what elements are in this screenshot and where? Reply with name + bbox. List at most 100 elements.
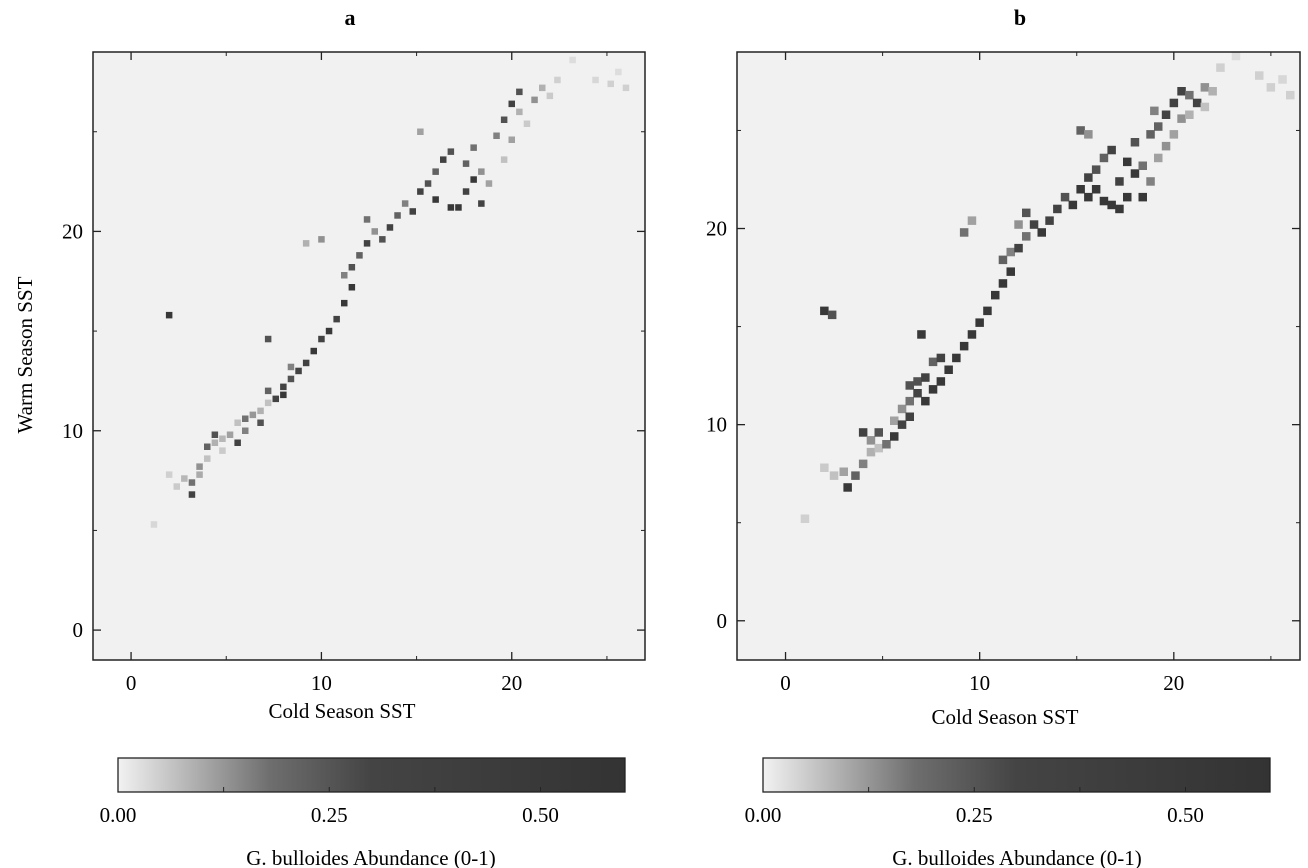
heatmap-cell (1006, 267, 1015, 276)
heatmap-cell (569, 56, 576, 64)
heatmap-cell (1200, 102, 1210, 112)
heatmap-cell (1123, 192, 1132, 202)
heatmap-cell (866, 436, 876, 445)
heatmap-cell (500, 116, 508, 123)
heatmap-cell (447, 148, 455, 155)
y-tick-label: 10 (706, 413, 727, 437)
heatmap-cell (905, 412, 914, 421)
plot-background (737, 52, 1300, 660)
heatmap-cell (921, 396, 930, 406)
panel-a-x-axis-label: Cold Season SST (268, 699, 415, 723)
heatmap-cell (1022, 208, 1031, 218)
heatmap-cell (1099, 196, 1109, 206)
heatmap-cell (1161, 141, 1171, 151)
heatmap-cell (363, 216, 371, 223)
heatmap-cell (936, 377, 946, 386)
heatmap-cell (204, 455, 211, 462)
x-tick-label: 10 (969, 671, 990, 695)
heatmap-cell (508, 136, 515, 143)
heatmap-cell (1150, 106, 1159, 116)
heatmap-cell (371, 228, 378, 235)
y-tick-label: 0 (717, 609, 728, 633)
colorbar-tick-label: 0.00 (745, 803, 782, 827)
panel-b-x-axis-label: Cold Season SST (931, 705, 1078, 729)
heatmap-cell (264, 399, 272, 407)
heatmap-cell (928, 357, 938, 367)
heatmap-cell (500, 156, 508, 163)
heatmap-cell (226, 431, 234, 438)
heatmap-cell (917, 330, 926, 339)
heatmap-cell (1185, 90, 1194, 100)
heatmap-cell (242, 427, 249, 434)
heatmap-cell (234, 419, 241, 426)
heatmap-cell (1045, 216, 1054, 225)
heatmap-cell (820, 463, 829, 472)
heatmap-cell (851, 471, 860, 480)
heatmap-cell (318, 236, 325, 243)
heatmap-cell (998, 279, 1008, 288)
heatmap-cell (508, 100, 515, 108)
heatmap-cell (607, 80, 614, 88)
heatmap-cell (1076, 185, 1085, 194)
heatmap-cell (1208, 87, 1217, 96)
heatmap-cell (1286, 90, 1295, 100)
panel-b-colorbar-label: G. bulloides Abundance (0-1) (892, 846, 1142, 868)
heatmap-cell (1169, 130, 1179, 139)
heatmap-cell (1138, 161, 1147, 170)
colorbar-tick-label: 0.00 (100, 803, 137, 827)
heatmap-cell (318, 335, 325, 343)
heatmap-cell (1084, 130, 1093, 139)
heatmap-cell (905, 396, 914, 406)
panel-a: a 0 10 20 0 10 20 Cold Season SST Warm Season… (13, 5, 646, 868)
heatmap-cell (967, 216, 977, 225)
heatmap-cell (1084, 173, 1093, 182)
panel-b-colorbar: 0.00 0.25 0.50 (745, 757, 1271, 827)
heatmap-cell (800, 514, 810, 523)
heatmap-cell (1154, 122, 1163, 131)
heatmap-cell (1084, 192, 1093, 202)
panel-b: b 0 10 20 0 10 20 Cold Season SST 0.00 0.25 0.5… (706, 5, 1301, 868)
colorbar-tick-label: 0.25 (311, 803, 348, 827)
heatmap-cell (264, 335, 272, 343)
heatmap-cell (1014, 220, 1023, 229)
heatmap-cell (858, 428, 868, 437)
panel-a-colorbar-label: G. bulloides Abundance (0-1) (246, 846, 496, 868)
x-tick-label: 10 (311, 671, 332, 695)
panel-a-plot-area: 0 10 20 0 10 20 (62, 51, 646, 695)
heatmap-cell (1068, 200, 1078, 210)
panel-b-plot-area: 0 10 20 0 10 20 (706, 51, 1301, 695)
heatmap-cell (1091, 165, 1101, 174)
heatmap-cell (257, 419, 264, 426)
colorbar-tick-label: 0.50 (522, 803, 559, 827)
heatmap-cell (539, 84, 546, 92)
heatmap-cell (516, 88, 523, 96)
heatmap-cell (401, 200, 409, 207)
heatmap-cell (1060, 192, 1070, 202)
heatmap-cell (1006, 247, 1015, 257)
heatmap-cell (417, 188, 424, 195)
heatmap-cell (959, 228, 969, 237)
heatmap-cell (341, 299, 348, 307)
x-tick-label: 0 (126, 671, 137, 695)
y-tick-label: 0 (73, 618, 84, 642)
heatmap-cell (470, 144, 477, 151)
heatmap-cell (493, 132, 500, 139)
heatmap-cell (874, 428, 883, 437)
heatmap-cell (1091, 185, 1101, 194)
heatmap-cell (234, 439, 241, 446)
panel-a-colorbar: 0.00 0.25 0.50 (100, 757, 626, 827)
heatmap-cell (1216, 63, 1225, 72)
heatmap-cell (1185, 110, 1194, 119)
heatmap-cell (485, 180, 493, 187)
heatmap-cell (379, 236, 386, 243)
heatmap-cell (181, 475, 188, 482)
colorbar-gradient (762, 757, 1271, 793)
heatmap-cell (890, 432, 899, 441)
plot-background (93, 52, 645, 660)
heatmap-cell (264, 387, 272, 395)
heatmap-cell (470, 176, 477, 183)
heatmap-cell (1037, 228, 1046, 237)
heatmap-cell (913, 377, 922, 386)
heatmap-cell (310, 347, 317, 355)
